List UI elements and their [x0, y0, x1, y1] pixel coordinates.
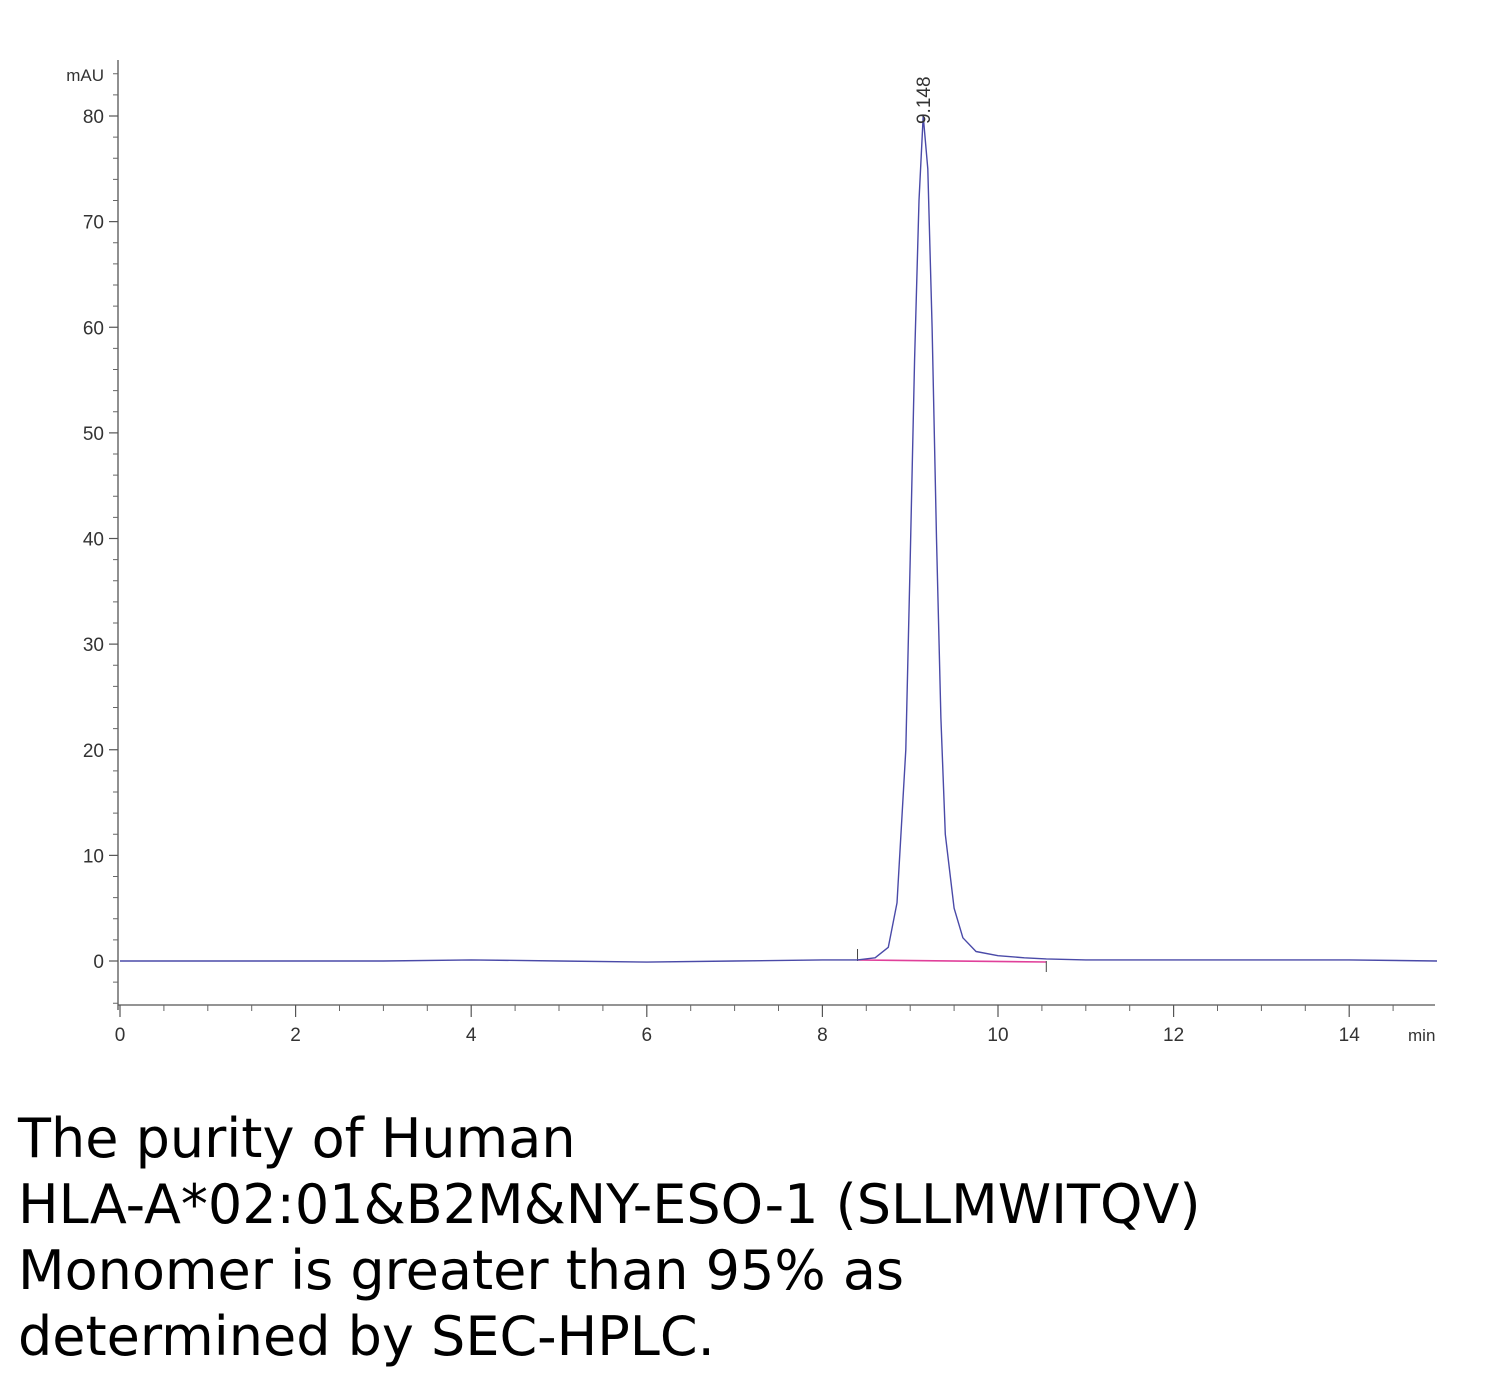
y-tick-label: 80	[83, 107, 104, 128]
x-tick-label: 0	[115, 1025, 126, 1046]
y-tick-label: 20	[83, 741, 104, 762]
x-tick-label: 14	[1339, 1025, 1361, 1046]
y-tick-label: 0	[93, 952, 104, 973]
y-tick-label: 50	[83, 424, 104, 445]
caption-line-3: Monomer is greater than 95% as	[18, 1239, 905, 1302]
peak-label: 9.148	[914, 76, 935, 124]
y-tick-label: 40	[83, 530, 104, 551]
x-tick-label: 10	[987, 1025, 1008, 1046]
chromatogram-chart: 0 10 20 30 40 50 60 70 80 mAU 0 2 4 6 8 10 12 14 min 9.148	[66, 60, 1438, 1046]
x-tick-label: 2	[290, 1025, 301, 1046]
chromatogram-svg: 0 10 20 30 40 50 60 70 80 mAU 0 2 4 6 8 10 12 14 min 9.148	[66, 60, 1438, 1046]
integration-baseline	[857, 959, 1047, 963]
caption-line-2: HLA-A*02:01&B2M&NY-ESO-1 (SLLMWITQV)	[18, 1173, 1201, 1236]
caption-line-1: The purity of Human	[18, 1107, 576, 1170]
x-tick-label: 12	[1163, 1025, 1184, 1046]
y-unit-label: mAU	[66, 66, 104, 85]
x-tick-label: 8	[817, 1025, 828, 1046]
x-unit-label: min	[1408, 1026, 1435, 1045]
chromatogram-trace	[120, 115, 1438, 963]
caption-line-4: determined by SEC-HPLC.	[18, 1305, 715, 1368]
y-tick-label: 70	[83, 213, 104, 234]
caption: The purity of Human HLA-A*02:01&B2M&NY-E…	[18, 1106, 1478, 1370]
x-tick-label: 6	[642, 1025, 653, 1046]
y-tick-label: 60	[83, 318, 104, 339]
x-tick-label: 4	[466, 1025, 477, 1046]
y-tick-label: 10	[83, 846, 104, 867]
y-tick-label: 30	[83, 635, 104, 656]
